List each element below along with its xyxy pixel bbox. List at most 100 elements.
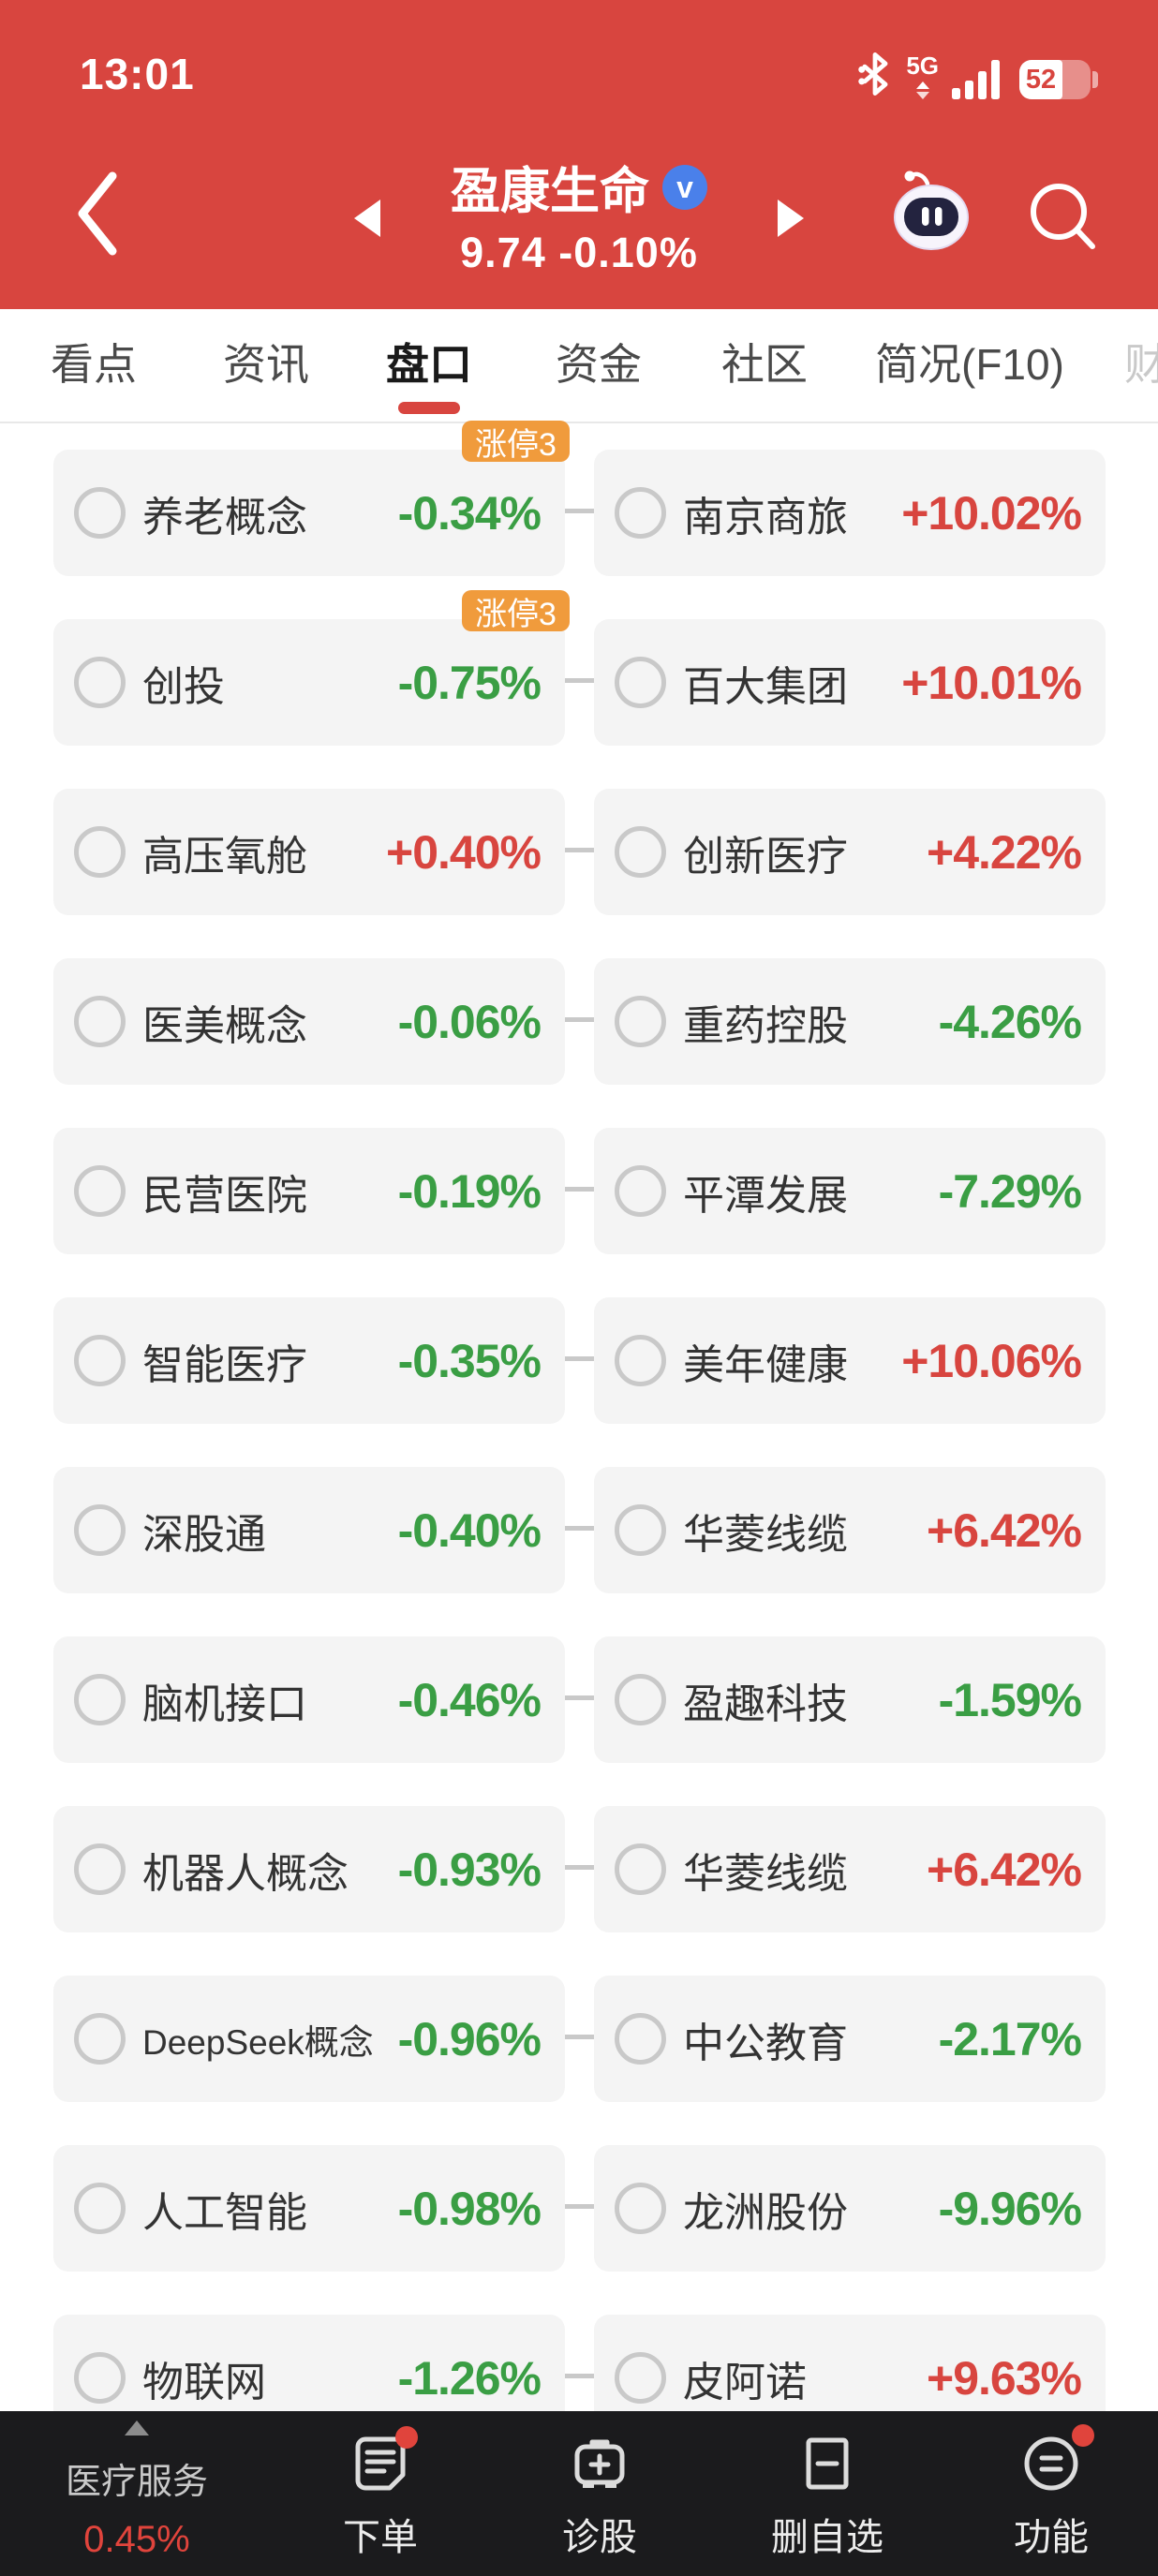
stock-card[interactable]: 百大集团 +10.01% [594, 619, 1106, 746]
stock-card[interactable]: 南京商旅 +10.02% [594, 450, 1106, 576]
concept-change: +0.40% [386, 825, 542, 879]
stock-title-block: 盈康生命 v [0, 152, 1158, 223]
concept-radio[interactable] [74, 1843, 126, 1895]
section-tab-3[interactable]: 盘口 [386, 309, 472, 420]
section-tab-2[interactable]: 资讯 [223, 340, 309, 389]
concept-radio[interactable] [74, 2013, 126, 2065]
concept-card[interactable]: 机器人概念 -0.93% [53, 1806, 565, 1932]
section-tab-7[interactable]: 财务 [1124, 309, 1158, 420]
back-button[interactable] [73, 170, 129, 264]
remove-watchlist-button[interactable]: 删自选 [771, 2434, 883, 2561]
concept-card[interactable]: 智能医疗 -0.35% [53, 1297, 565, 1424]
link-dash [565, 1187, 594, 1192]
concept-radio[interactable] [74, 2352, 126, 2404]
network-type-label: 5G [906, 52, 939, 80]
robot-icon [894, 170, 969, 250]
stock-card[interactable]: 重药控股 -4.26% [594, 958, 1106, 1085]
stock-radio[interactable] [615, 2352, 666, 2404]
concept-stock-row: DeepSeek概念 -0.96% 中公教育 -2.17% [53, 1976, 1106, 2102]
stock-name: 重药控股 [683, 1002, 848, 1049]
concept-name: 创投 [142, 663, 225, 710]
concept-radio[interactable] [74, 1504, 126, 1556]
section-tab-6[interactable]: 简况(F10) [875, 340, 1064, 389]
concept-radio[interactable] [74, 1165, 126, 1217]
concept-stock-row: 脑机接口 -0.46% 盈趣科技 -1.59% [53, 1636, 1106, 1763]
next-stock-button[interactable] [778, 200, 804, 237]
stock-card[interactable]: 龙洲股份 -9.96% [594, 2145, 1106, 2272]
assistant-robot-button[interactable] [888, 167, 972, 253]
concept-card[interactable]: 民营医院 -0.19% [53, 1128, 565, 1254]
stock-name: 龙洲股份 [683, 2189, 848, 2236]
concept-card[interactable]: 人工智能 -0.98% [53, 2145, 565, 2272]
stock-radio[interactable] [615, 996, 666, 1047]
link-dash [565, 2204, 594, 2209]
stock-radio[interactable] [615, 657, 666, 708]
battery-level: 52 [1019, 60, 1062, 99]
concept-change: -0.40% [397, 1503, 542, 1557]
stock-radio[interactable] [615, 1335, 666, 1386]
search-button[interactable] [1027, 180, 1102, 257]
stock-change: +6.42% [927, 1503, 1082, 1557]
concept-name: 人工智能 [142, 2189, 307, 2236]
concept-change: -0.98% [397, 2182, 542, 2235]
section-tab-bar: 看点 资讯 盘口 资金 社区 简况(F10) 财务 [0, 309, 1158, 423]
concept-name: 民营医院 [142, 1172, 307, 1219]
concept-radio[interactable] [74, 996, 126, 1047]
stock-card[interactable]: 华菱线缆 +6.42% [594, 1467, 1106, 1593]
section-tab-4[interactable]: 资金 [556, 340, 642, 389]
section-tab-1[interactable]: 看点 [51, 340, 137, 389]
concept-radio[interactable] [74, 487, 126, 539]
download-arrow-icon [915, 92, 929, 99]
stock-card[interactable]: 美年健康 +10.06% [594, 1297, 1106, 1424]
stock-change: -7.29% [938, 1164, 1082, 1218]
concept-radio[interactable] [74, 1335, 126, 1386]
concept-card[interactable]: 高压氧舱 +0.40% [53, 789, 565, 915]
stock-card[interactable]: 创新医疗 +4.22% [594, 789, 1106, 915]
stock-card[interactable]: 华菱线缆 +6.42% [594, 1806, 1106, 1932]
remove-watchlist-icon [806, 2437, 849, 2490]
prev-stock-button[interactable] [354, 200, 380, 237]
concept-card[interactable]: 养老概念 -0.34% [53, 450, 565, 576]
concept-card[interactable]: 医美概念 -0.06% [53, 958, 565, 1085]
stock-change: +10.01% [901, 656, 1082, 709]
concept-card[interactable]: DeepSeek概念 -0.96% [53, 1976, 565, 2102]
diagnose-stock-button[interactable]: 诊股 [562, 2434, 637, 2561]
concept-radio[interactable] [74, 657, 126, 708]
concept-change: -0.93% [397, 1843, 542, 1896]
concept-radio[interactable] [74, 2183, 126, 2234]
concept-name: 医美概念 [142, 1002, 307, 1049]
concept-card[interactable]: 脑机接口 -0.46% [53, 1636, 565, 1763]
features-button[interactable]: 功能 [1014, 2424, 1094, 2561]
stock-card[interactable]: 中公教育 -2.17% [594, 1976, 1106, 2102]
stock-radio[interactable] [615, 2013, 666, 2065]
sector-summary[interactable]: 医疗服务 0.45% [66, 2421, 208, 2561]
concept-stock-row: 智能医疗 -0.35% 美年健康 +10.06% [53, 1297, 1106, 1424]
place-order-button[interactable]: 下单 [343, 2426, 418, 2561]
stock-radio[interactable] [615, 1674, 666, 1725]
stock-radio[interactable] [615, 1843, 666, 1895]
stock-card[interactable]: 平潭发展 -7.29% [594, 1128, 1106, 1254]
stock-radio[interactable] [615, 1504, 666, 1556]
concept-stock-row: 高压氧舱 +0.40% 创新医疗 +4.22% [53, 789, 1106, 915]
link-dash [565, 1865, 594, 1870]
concept-card[interactable]: 创投 -0.75% [53, 619, 565, 746]
notification-dot [1072, 2424, 1094, 2447]
concept-radio[interactable] [74, 826, 126, 878]
stock-card[interactable]: 盈趣科技 -1.59% [594, 1636, 1106, 1763]
concept-radio[interactable] [74, 1674, 126, 1725]
features-icon [1024, 2436, 1078, 2491]
stock-change: +9.63% [927, 2351, 1082, 2405]
stock-radio[interactable] [615, 1165, 666, 1217]
stock-change: -9.96% [938, 2182, 1082, 2235]
limit-up-badge: 涨停3 [462, 590, 570, 632]
stock-name: 百大集团 [683, 663, 848, 710]
concept-card[interactable]: 深股通 -0.40% [53, 1467, 565, 1593]
stock-radio[interactable] [615, 826, 666, 878]
stock-name: 平潭发展 [683, 1172, 848, 1219]
section-tab-5[interactable]: 社区 [721, 340, 808, 389]
stock-radio[interactable] [615, 2183, 666, 2234]
link-dash [565, 678, 594, 683]
data-activity-arrows [915, 81, 929, 99]
stock-radio[interactable] [615, 487, 666, 539]
